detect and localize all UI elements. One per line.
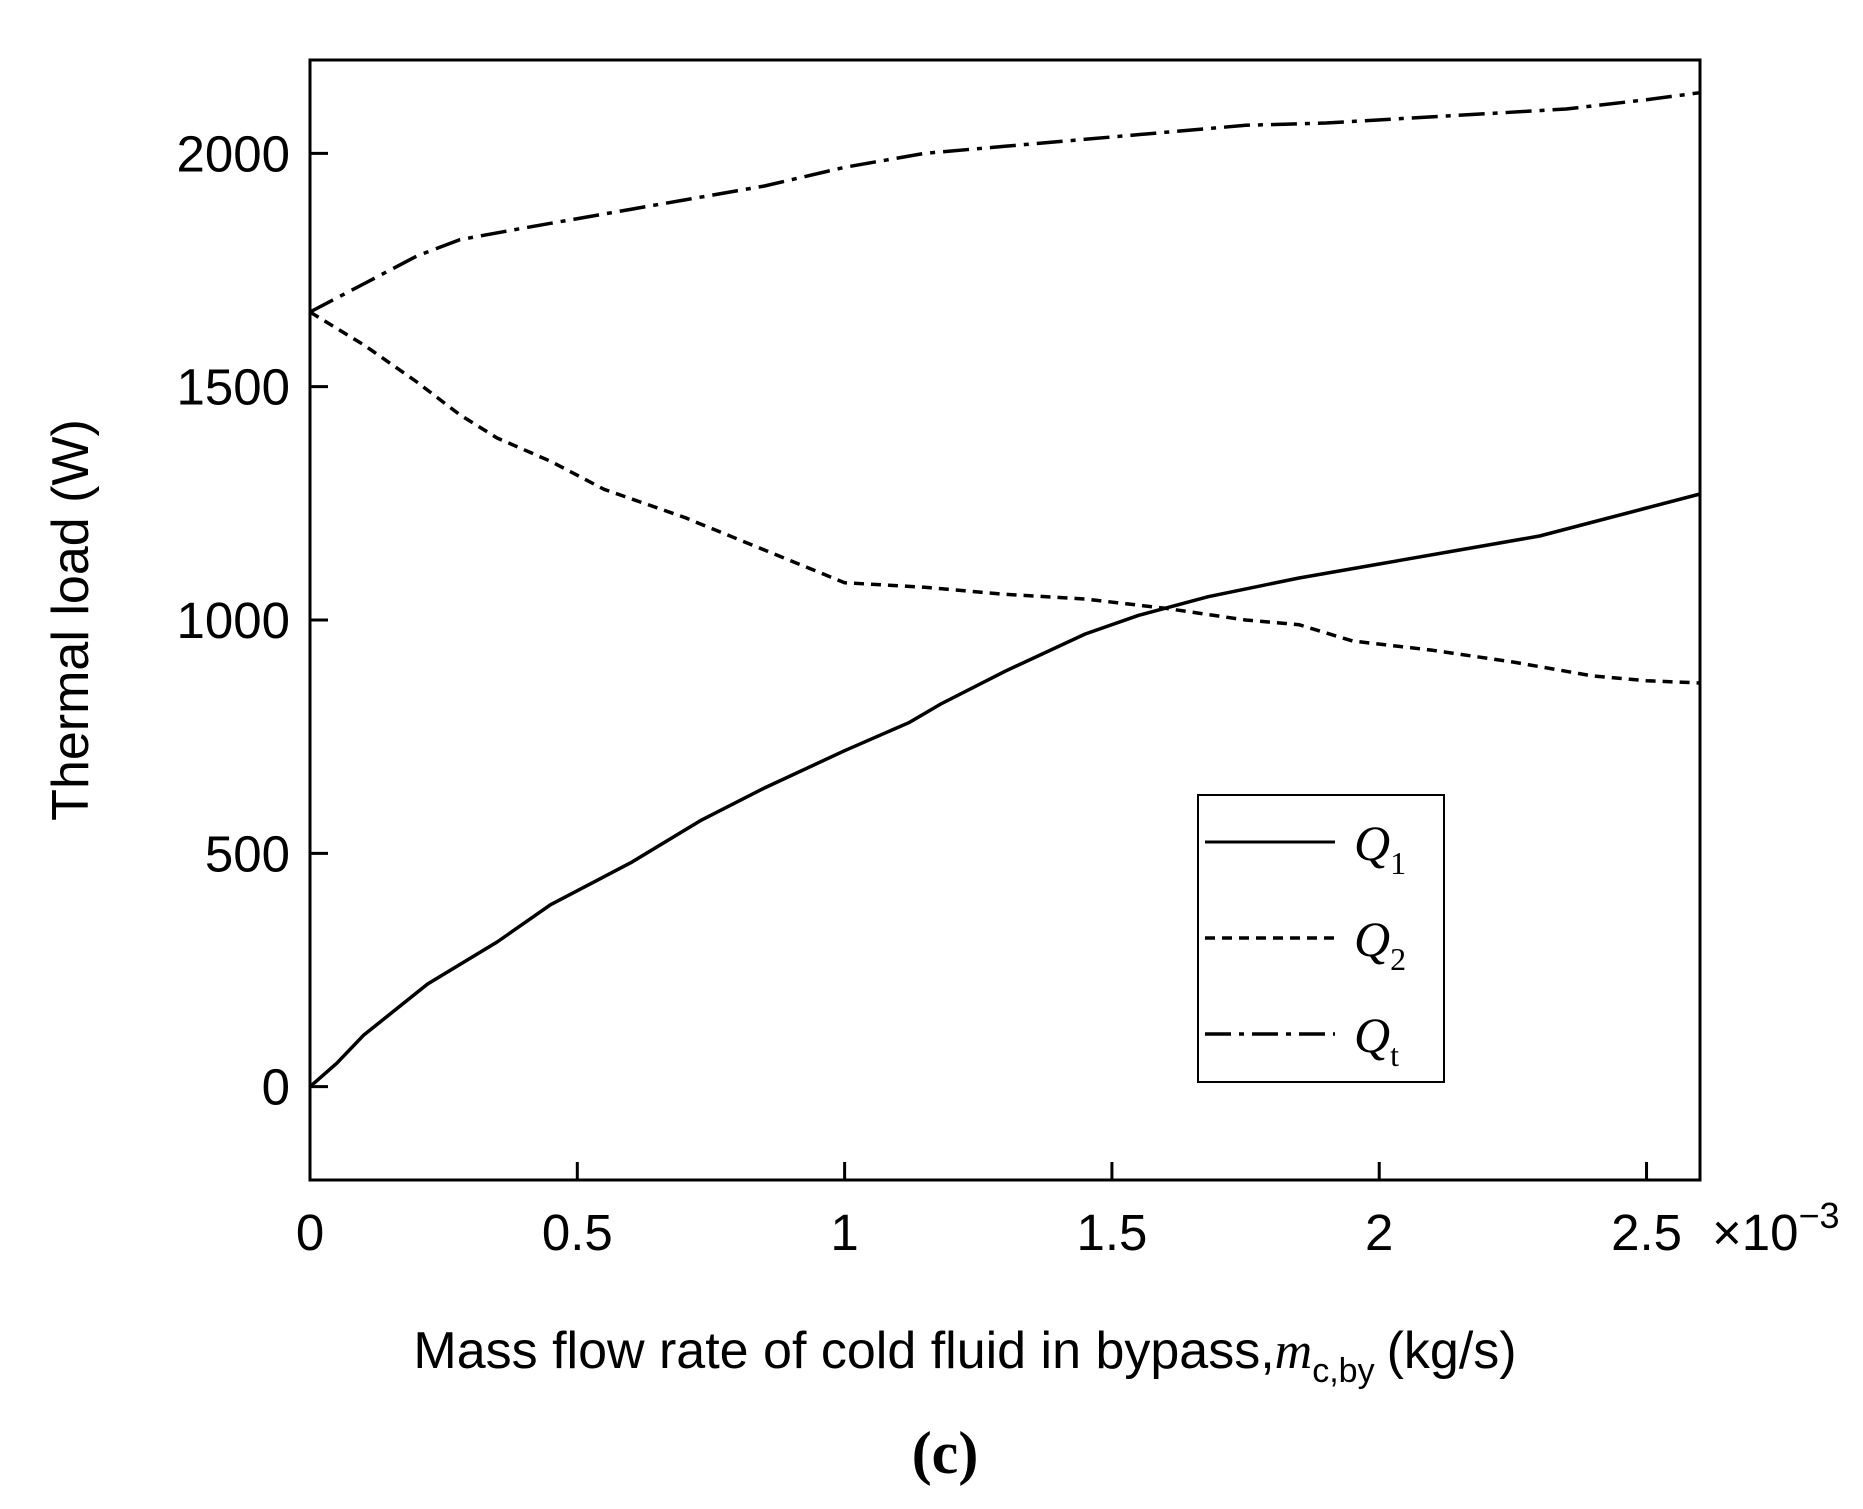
legend: Q1 Q2 Qt [1197, 794, 1445, 1083]
y-axis-ticks: 0 500 1000 1500 2000 [177, 125, 328, 1116]
x-axis-title-units: (kg/s) [1387, 1322, 1517, 1380]
legend-label-q1-name: Q [1354, 815, 1390, 871]
panel-label: (c) [912, 1420, 979, 1486]
x-axis-title-text: Mass flow rate of cold fluid in bypass, [413, 1322, 1274, 1380]
y-tick-label: 2000 [177, 125, 290, 182]
legend-box [1197, 794, 1445, 1083]
y-axis-title: Thermal load (W) [42, 419, 100, 821]
y-tick-label: 500 [205, 825, 290, 882]
legend-label-q2: Q2 [1354, 911, 1406, 977]
legend-label-qt: Qt [1354, 1007, 1399, 1073]
legend-label-qt-name: Q [1354, 1007, 1390, 1063]
x-tick-label: 0.5 [542, 1204, 613, 1261]
legend-label-qt-sub: t [1390, 1037, 1399, 1073]
legend-label-q2-sub: 2 [1390, 941, 1406, 977]
series-lines [308, 90, 1701, 1089]
legend-label-q2-name: Q [1354, 911, 1390, 967]
series-line-qt [309, 90, 1701, 314]
series-line-q2 [309, 310, 1701, 685]
x-tick-label: 1 [830, 1204, 858, 1261]
x-tick-label: 1.5 [1076, 1204, 1147, 1261]
x-multiplier-base: ×10 [1712, 1204, 1799, 1261]
x-multiplier-exponent: −3 [1799, 1195, 1840, 1236]
x-axis-ticks: 0 0.5 1 1.5 2 2.5 [296, 1162, 1682, 1261]
x-tick-label: 2 [1365, 1204, 1393, 1261]
x-axis-title: Mass flow rate of cold fluid in bypass,m… [413, 1322, 1516, 1390]
x-tick-label: 0 [296, 1204, 324, 1261]
x-axis-title-symbol: m [1275, 1323, 1313, 1380]
x-tick-label: 2.5 [1611, 1204, 1682, 1261]
x-axis-multiplier: ×10−3 [1712, 1195, 1840, 1261]
legend-label-q1: Q1 [1354, 815, 1406, 881]
x-axis-title-subscript: c,by [1312, 1352, 1374, 1390]
legend-label-q1-sub: 1 [1390, 845, 1406, 881]
series-line-q1 [308, 492, 1701, 1089]
y-tick-label: 1500 [177, 359, 290, 416]
y-tick-label: 1000 [177, 592, 290, 649]
y-tick-label: 0 [262, 1059, 290, 1116]
